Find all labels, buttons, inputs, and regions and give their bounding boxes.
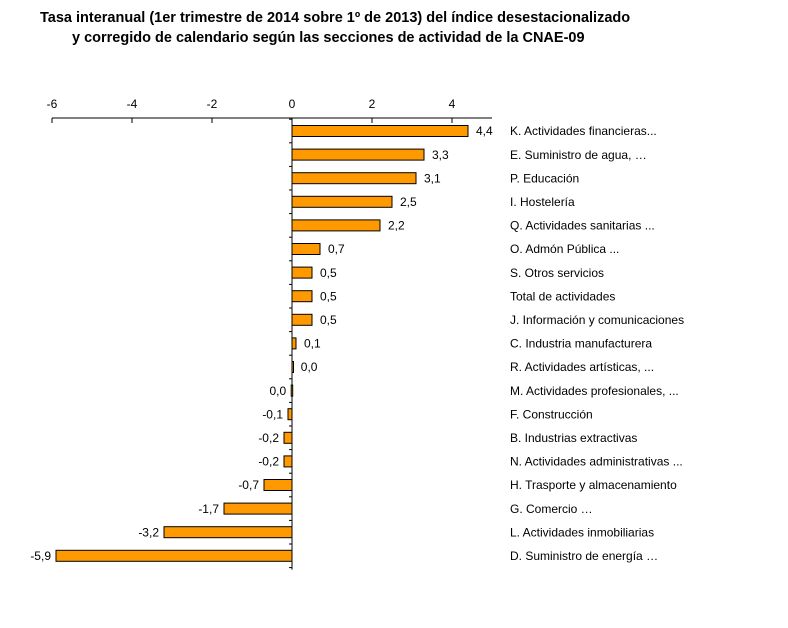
category-label: S. Otros servicios: [510, 266, 604, 280]
data-label: -0,2: [258, 455, 279, 469]
category-label: P. Educación: [510, 171, 579, 185]
x-tick-label: -4: [127, 97, 138, 111]
bar: [291, 195, 393, 208]
category-label: Q. Actividades sanitarias ...: [510, 219, 655, 233]
data-label: 0,5: [320, 313, 337, 327]
bar: [291, 266, 313, 279]
category-label: K. Actividades financieras...: [510, 124, 657, 138]
x-tick-label: 0: [289, 97, 296, 111]
bar: [291, 337, 297, 350]
data-label: 0,0: [301, 360, 318, 374]
bar: [287, 408, 293, 421]
data-label: -3,2: [138, 525, 159, 539]
bar: [283, 455, 293, 468]
x-tick-label: -6: [47, 97, 58, 111]
category-label: R. Actividades artísticas, ...: [510, 360, 654, 374]
bar: [291, 361, 294, 373]
data-label: -0,7: [238, 478, 259, 492]
x-tick-label: 2: [369, 97, 376, 111]
category-label: O. Admón Pública ...: [510, 242, 619, 256]
x-tick-label: -2: [207, 97, 218, 111]
data-label: 2,2: [388, 219, 405, 233]
category-label: I. Hostelería: [510, 195, 575, 209]
data-label: 3,1: [424, 171, 441, 185]
category-label: D. Suministro de energía …: [510, 549, 658, 563]
category-label: F. Construcción: [510, 407, 593, 421]
data-label: 0,7: [328, 242, 345, 256]
data-label: 0,0: [270, 384, 287, 398]
bar: [223, 502, 293, 515]
data-label: 3,3: [432, 148, 449, 162]
data-label: 4,4: [476, 124, 493, 138]
data-label: 0,1: [304, 337, 321, 351]
chart-title-line-2: y corregido de calendario según las secc…: [72, 30, 585, 46]
chart-title-line-1: Tasa interanual (1er trimestre de 2014 s…: [40, 10, 631, 26]
category-label: N. Actividades administrativas ...: [510, 455, 683, 469]
value-labels: 4,4 3,3 3,1 2,5 2,2 0,7 0,5 0,5 0,5 0,1 0,0 0,0 -0,1…: [30, 124, 493, 563]
category-label: G. Comercio …: [510, 502, 593, 516]
bar: [291, 172, 417, 185]
x-tick-label: 4: [449, 97, 456, 111]
category-label: Total de actividades: [510, 289, 615, 303]
bar: [291, 125, 469, 137]
category-label: J. Información y comunicaciones: [510, 313, 684, 327]
category-label: B. Industrias extractivas: [510, 431, 637, 445]
data-label: 0,5: [320, 289, 337, 303]
bar: [291, 148, 425, 161]
data-label: -5,9: [30, 549, 51, 563]
bars: [55, 125, 469, 562]
category-label: C. Industria manufacturera: [510, 337, 652, 351]
category-label: H. Trasporte y almacenamiento: [510, 478, 677, 492]
bar: [291, 290, 313, 303]
data-label: 0,5: [320, 266, 337, 280]
data-label: -0,1: [262, 407, 283, 421]
bar: [291, 313, 313, 326]
bar: [163, 526, 293, 539]
bar: [291, 219, 381, 232]
bar: [263, 479, 293, 491]
category-labels: K. Actividades financieras... E. Suminist…: [510, 124, 684, 563]
data-label: -1,7: [198, 502, 219, 516]
category-label: L. Actividades inmobiliarias: [510, 525, 654, 539]
category-label: M. Actividades profesionales, ...: [510, 384, 679, 398]
data-label: 2,5: [400, 195, 417, 209]
x-axis: -6 -4 -2 0 2 4: [47, 97, 492, 570]
bar: [290, 384, 294, 397]
category-label: E. Suministro de agua, …: [510, 148, 647, 162]
bar: [55, 549, 293, 562]
data-label: -0,2: [258, 431, 279, 445]
bar: [283, 431, 293, 444]
bar: [291, 243, 321, 255]
